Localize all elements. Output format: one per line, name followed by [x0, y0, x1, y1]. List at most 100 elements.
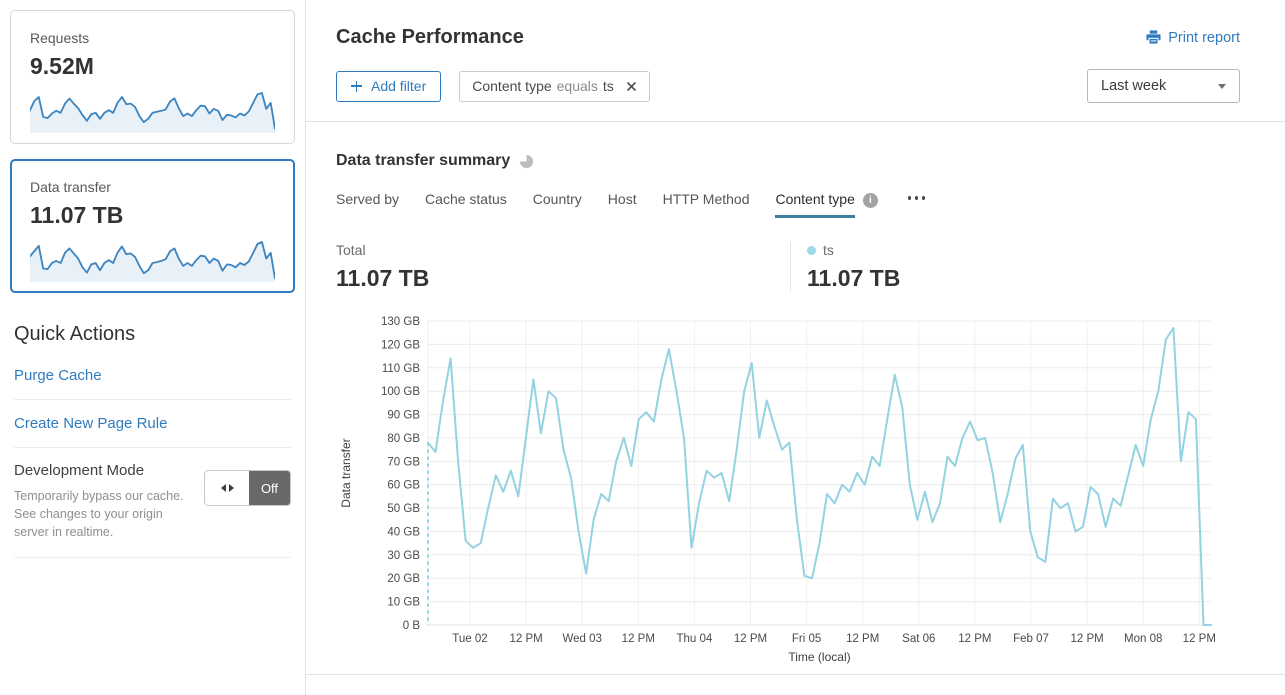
requests-metric-card[interactable]: Requests 9.52M: [10, 10, 295, 144]
y-tick-label: 90 GB: [387, 410, 420, 422]
development-mode-row: Development Mode Temporarily bypass our …: [14, 448, 291, 559]
ts-stat-value: 11.07 TB: [807, 265, 901, 291]
y-tick-label: 20 GB: [387, 573, 420, 585]
data-transfer-metric-card[interactable]: Data transfer 11.07 TB: [10, 159, 295, 293]
printer-icon: [1146, 30, 1161, 45]
info-icon[interactable]: i: [862, 193, 878, 208]
tab-cache-status[interactable]: Cache status: [425, 191, 507, 218]
x-tick-label: Thu 04: [676, 633, 712, 645]
ts-stat-legend: ts: [807, 242, 900, 258]
main-content: Cache Performance Print report Add filte…: [306, 0, 1285, 695]
x-tick-label: Wed 03: [562, 633, 601, 645]
development-mode-description: Temporarily bypass our cache. See change…: [14, 489, 184, 539]
plus-icon: [351, 80, 362, 92]
quick-actions-title: Quick Actions: [14, 323, 136, 345]
add-filter-button[interactable]: Add filter: [336, 70, 442, 102]
x-tick-label: Sat 06: [902, 633, 935, 645]
page-title: Cache Performance: [336, 26, 524, 48]
header-divider: [306, 121, 1285, 122]
y-tick-label: 40 GB: [387, 527, 420, 539]
ts-legend-dot: [807, 245, 816, 255]
tab-label: HTTP Method: [662, 191, 750, 207]
print-report-link[interactable]: Print report: [1146, 30, 1240, 46]
requests-sparkline-chart: [30, 92, 275, 133]
x-tick-label: 12 PM: [846, 633, 879, 645]
main-header: Cache Performance Print report: [336, 26, 1240, 49]
development-mode-info: Development Mode Temporarily bypass our …: [14, 462, 186, 541]
y-tick-label: 110 GB: [382, 363, 420, 375]
bottom-divider: [306, 674, 1285, 675]
y-tick-label: 30 GB: [387, 550, 420, 562]
add-filter-label: Add filter: [371, 78, 427, 94]
summary-tabs: Served by Cache status Country Host HTTP Met…: [336, 191, 1240, 218]
total-stat: Total 11.07 TB: [336, 242, 790, 292]
tab-label: Country: [532, 191, 582, 207]
y-tick-label: 60 GB: [387, 480, 420, 492]
total-stat-value: 11.07 TB: [336, 265, 430, 291]
data-transfer-value: 11.07 TB: [30, 202, 124, 228]
requests-value: 9.52M: [30, 53, 94, 79]
ts-stat-label: ts: [823, 242, 834, 258]
time-range-select[interactable]: Last week: [1087, 69, 1240, 103]
stats-divider: [790, 242, 791, 292]
tab-host[interactable]: Host: [608, 191, 637, 218]
x-tick-label: Mon 08: [1124, 633, 1162, 645]
filter-chip-value: ts: [602, 78, 614, 94]
y-axis-title: Data transfer: [339, 438, 353, 507]
development-mode-title: Development Mode: [14, 462, 145, 479]
create-page-rule-link[interactable]: Create New Page Rule: [14, 400, 291, 448]
tab-http-method[interactable]: HTTP Method: [663, 191, 750, 218]
y-tick-label: 70 GB: [387, 456, 420, 468]
summary-title: Data transfer summary: [336, 152, 511, 169]
y-tick-label: 100 GB: [381, 386, 420, 398]
x-tick-label: 12 PM: [1183, 633, 1216, 645]
ts-stat: ts 11.07 TB: [807, 242, 900, 292]
y-tick-label: 80 GB: [387, 433, 420, 445]
filter-chip-close-icon[interactable]: [626, 81, 637, 92]
chevron-down-icon: [1218, 83, 1226, 89]
data-transfer-sparkline-chart: [30, 241, 275, 282]
filter-chip-field: Content type: [472, 78, 552, 94]
tab-country[interactable]: Country: [533, 191, 582, 218]
tab-label: Host: [607, 191, 637, 207]
y-tick-label: 0 B: [403, 620, 421, 632]
x-tick-label: 12 PM: [1070, 633, 1103, 645]
y-tick-label: 50 GB: [387, 503, 420, 515]
tab-content-type[interactable]: Content type i: [775, 191, 878, 218]
sidebar: Requests 9.52M Data transfer 11.07 TB Qu…: [0, 0, 306, 695]
data-transfer-chart: Tue 02 12 PM Wed 03 12 PM Thu 04 12 PM Fri 05 1…: [339, 316, 1216, 664]
y-tick-label: 120 GB: [381, 339, 420, 351]
x-tick-label: 12 PM: [622, 633, 655, 645]
purge-cache-link[interactable]: Purge Cache: [14, 352, 291, 400]
toggle-off-state[interactable]: Off: [249, 471, 290, 505]
pie-chart-icon: [520, 154, 534, 168]
total-stat-label: Total: [336, 242, 366, 258]
development-mode-toggle[interactable]: Off: [204, 470, 291, 506]
filter-chip-operator: equals: [556, 78, 598, 94]
tab-label: Cache status: [425, 191, 507, 207]
toggle-arrows-icon[interactable]: [205, 471, 249, 505]
x-tick-label: Feb 07: [1013, 633, 1049, 645]
quick-actions-section: Quick Actions Purge Cache Create New Pag…: [10, 323, 295, 559]
y-tick-label: 130 GB: [381, 316, 420, 328]
requests-label: Requests: [30, 30, 90, 46]
more-dimensions-icon[interactable]: [907, 191, 926, 200]
x-axis-title: Time (local): [788, 650, 850, 664]
x-tick-label: 12 PM: [958, 633, 991, 645]
tab-label: Content type: [775, 191, 855, 218]
time-range-value: Last week: [1101, 78, 1167, 94]
x-tick-label: 12 PM: [734, 633, 767, 645]
filter-chip-content-type[interactable]: Content type equals ts: [459, 70, 650, 102]
summary-stats: Total 11.07 TB ts 11.07 TB: [336, 242, 1240, 292]
x-tick-label: Fri 05: [792, 633, 821, 645]
tab-label: Served by: [336, 191, 400, 207]
x-tick-label: Tue 02: [452, 633, 487, 645]
x-tick-label: 12 PM: [509, 633, 542, 645]
tab-served-by[interactable]: Served by: [336, 191, 399, 218]
print-report-label: Print report: [1168, 29, 1240, 46]
filter-row: Add filter Content type equals ts Last w…: [336, 69, 1240, 103]
summary-section-title: Data transfer summary: [336, 152, 1240, 170]
data-transfer-label: Data transfer: [30, 179, 111, 195]
y-tick-label: 10 GB: [387, 597, 420, 609]
